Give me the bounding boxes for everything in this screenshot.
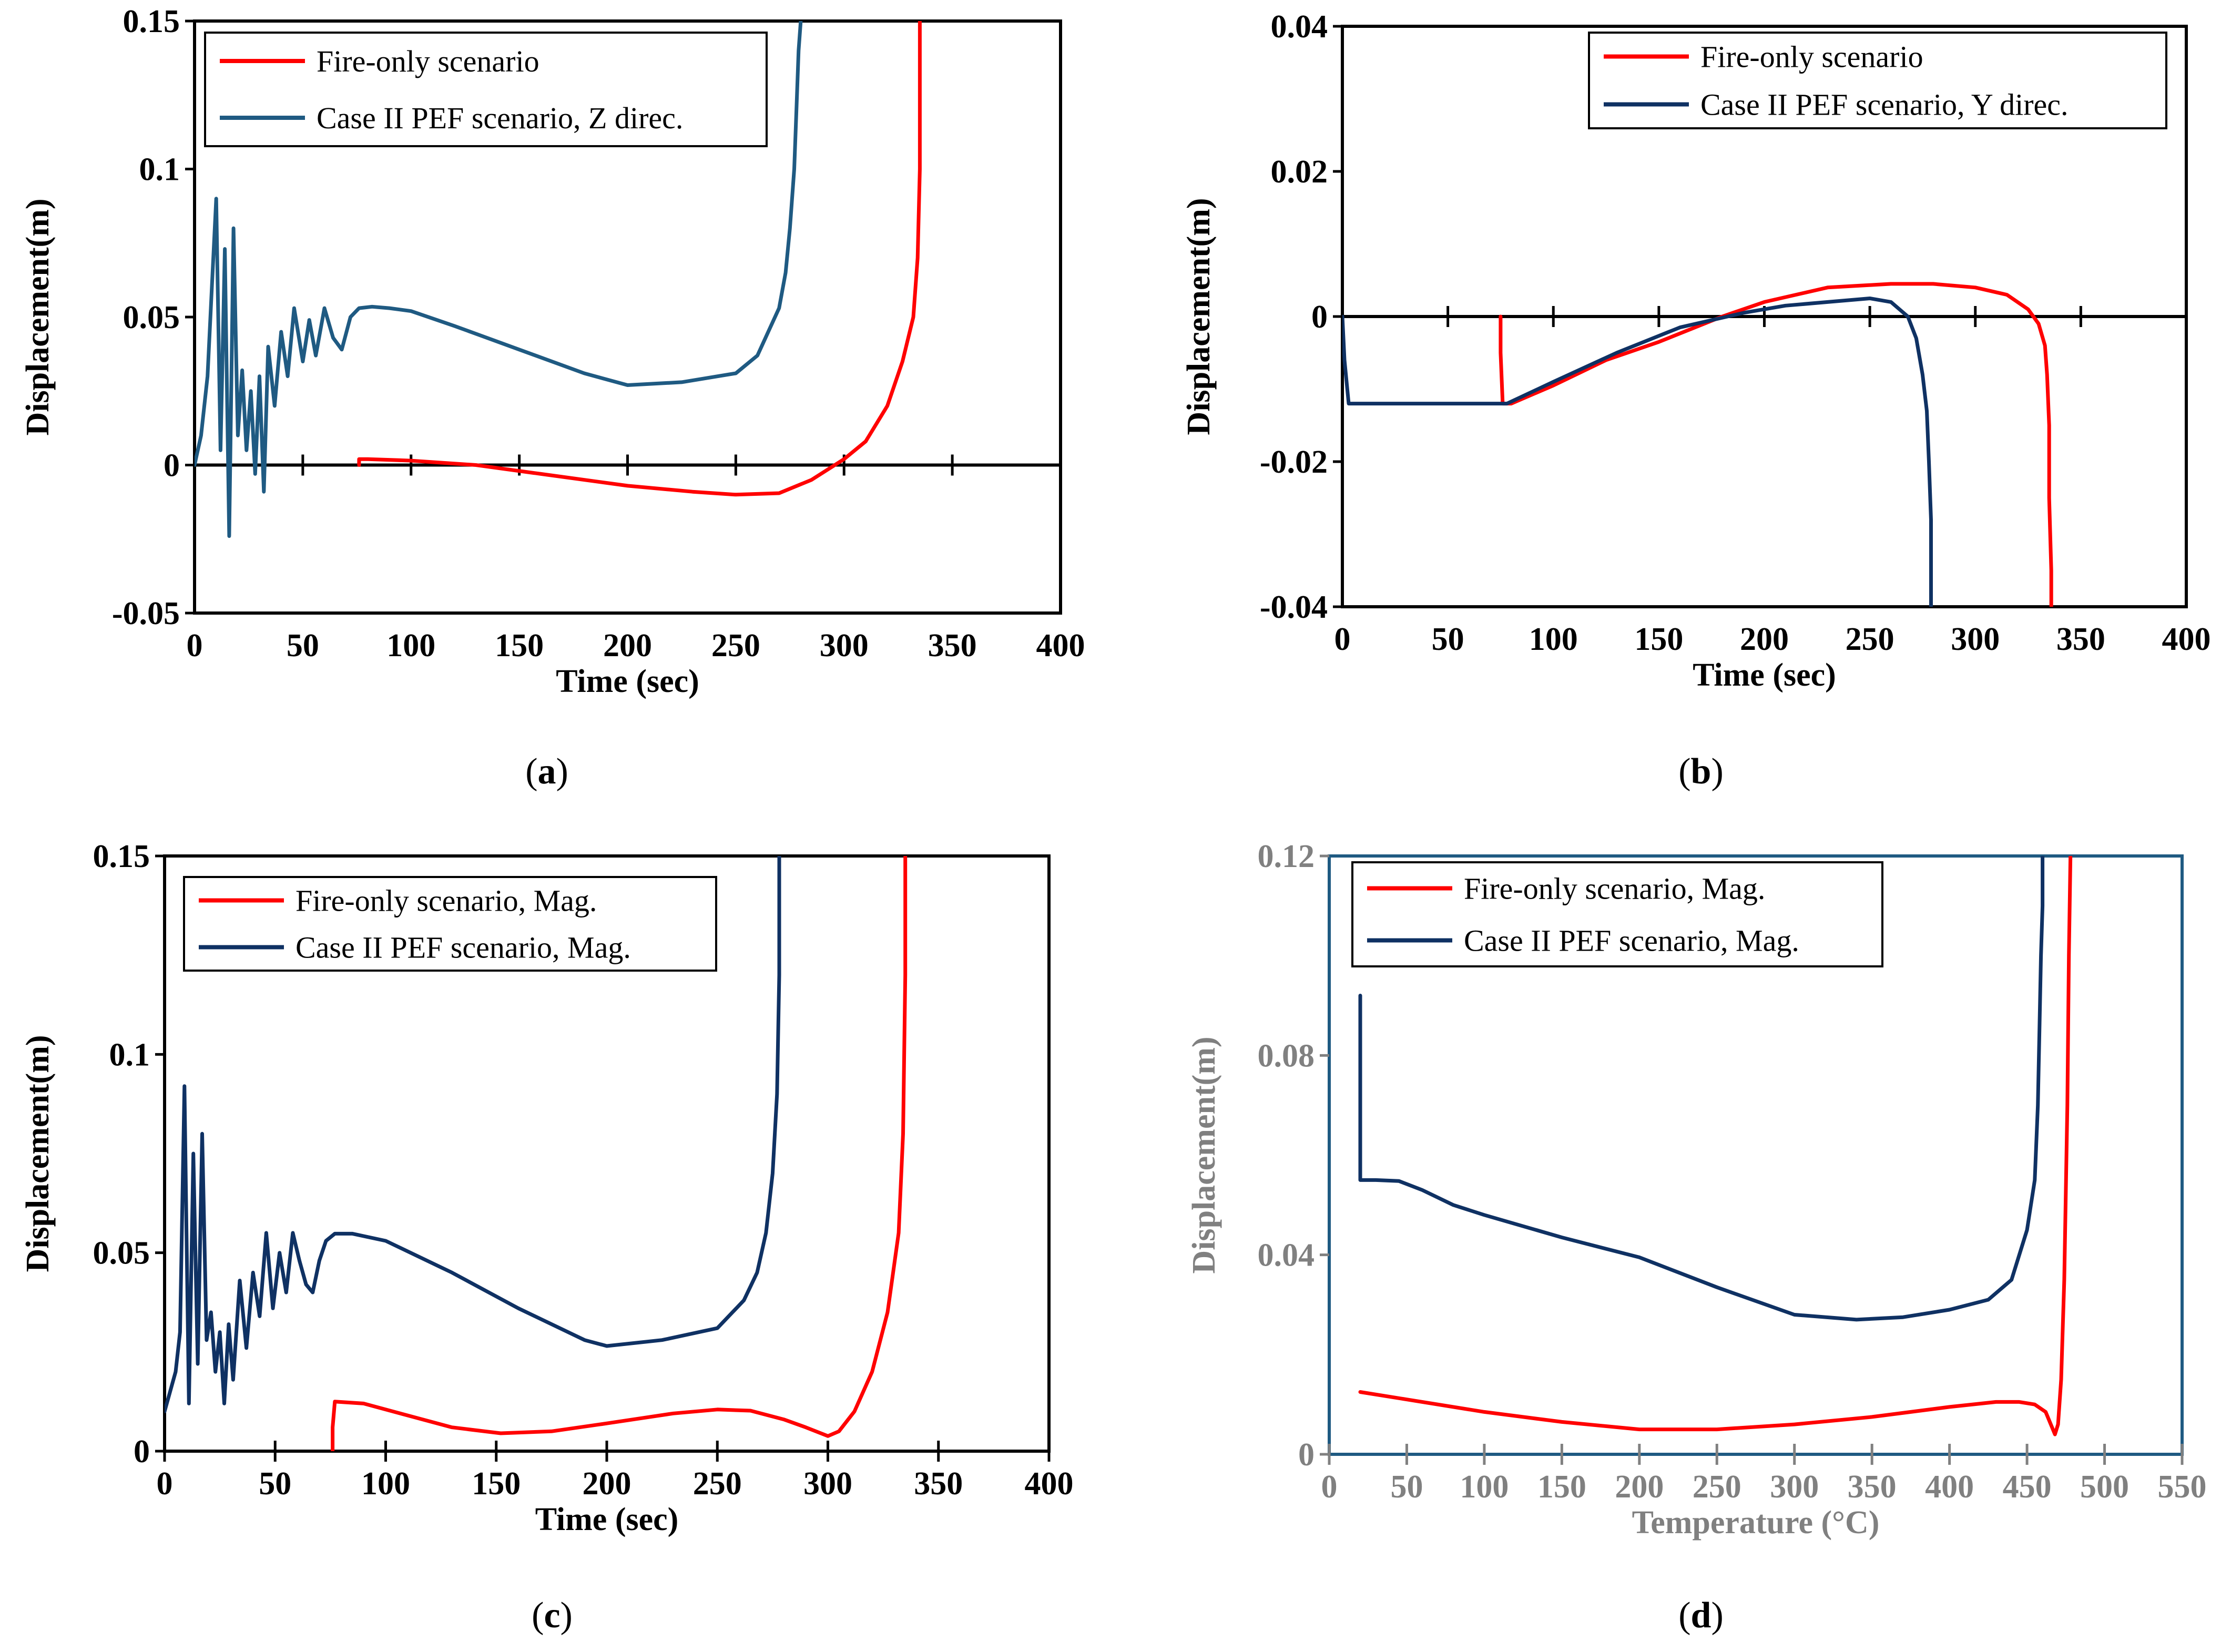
series-line-fire-only [331, 856, 908, 1451]
y-tick-label: 0.15 [93, 839, 150, 874]
chart-panel-d: 0 50 100 150 200 250 300 350 400 450 500 550 0 0.04 0.… [1186, 839, 2207, 1636]
x-tick-label: 50 [259, 1466, 291, 1502]
x-tick-label: 400 [1036, 628, 1085, 664]
x-tick-label: 250 [1693, 1469, 1741, 1505]
x-axis-title: Time (sec) [1693, 657, 1836, 693]
panel-caption: (b) [1678, 751, 1724, 792]
x-tick-label: 500 [2080, 1469, 2129, 1505]
series-line-case-ii-pef [195, 21, 803, 538]
x-tick-label: 350 [1848, 1469, 1897, 1505]
series-line-fire-only [1358, 856, 2073, 1436]
x-tick-label: 250 [711, 628, 760, 664]
series-line-case-ii-pef [1358, 856, 2045, 1322]
y-tick-label: 0.08 [1258, 1038, 1315, 1074]
x-tick-label: 300 [803, 1466, 852, 1502]
y-axis-title: Displacement(m) [1181, 198, 1217, 435]
legend-label: Case II PEF scenario, Z direc. [317, 101, 683, 135]
y-tick-label: 0.1 [139, 152, 180, 188]
x-tick-label: 150 [495, 628, 544, 664]
y-tick-label: 0.02 [1271, 154, 1328, 190]
x-tick-label: 0 [187, 628, 203, 664]
x-tick-label: 250 [693, 1466, 742, 1502]
legend-box [204, 32, 768, 147]
x-tick-label: 50 [1390, 1469, 1423, 1505]
legend: Fire-only scenario Case II PEF scenario, … [1588, 32, 2167, 129]
y-tick-label: 0.05 [123, 300, 180, 335]
x-tick-label: 200 [1615, 1469, 1664, 1505]
y-tick-label: 0 [1311, 299, 1328, 335]
y-tick-label: 0.12 [1258, 839, 1315, 874]
legend-label: Fire-only scenario [317, 44, 539, 78]
x-tick-label: 300 [1770, 1469, 1819, 1505]
panel-caption: (c) [532, 1595, 573, 1636]
legend-box [183, 876, 717, 972]
chart-panel-a: 0 50 100 150 200 250 300 350 400-0.0500.050.10.1… [20, 4, 1085, 792]
y-tick-label: 0.15 [123, 4, 180, 39]
x-tick-label: 200 [1740, 621, 1789, 657]
legend-box [1588, 32, 2167, 129]
x-tick-label: 200 [583, 1466, 631, 1502]
x-tick-label: 150 [1634, 621, 1683, 657]
x-tick-label: 0 [1334, 621, 1351, 657]
x-axis-title: Time (sec) [535, 1502, 679, 1537]
y-axis-title: Displacement(m) [20, 1035, 56, 1272]
series-line-fire-only [1499, 282, 2053, 607]
x-tick-label: 0 [157, 1466, 173, 1502]
x-tick-label: 200 [603, 628, 652, 664]
y-axis-title: Displacement(m) [1186, 1036, 1222, 1273]
x-tick-label: 150 [472, 1466, 521, 1502]
x-tick-label: 250 [1846, 621, 1894, 657]
x-tick-label: 50 [287, 628, 319, 664]
y-tick-label: 0 [134, 1434, 150, 1470]
x-tick-label: 400 [1925, 1469, 1974, 1505]
x-tick-label: 100 [361, 1466, 410, 1502]
x-tick-label: 550 [2158, 1469, 2207, 1505]
x-axis-title: Temperature (°C) [1632, 1505, 1880, 1541]
legend-label: Fire-only scenario, Mag. [296, 884, 597, 918]
legend-label: Fire-only scenario, Mag. [1464, 872, 1765, 906]
legend-label: Case II PEF scenario, Y direc. [1700, 88, 2069, 122]
x-tick-label: 300 [820, 628, 869, 664]
legend: Fire-only scenario, Mag. Case II PEF scen… [183, 876, 717, 972]
panel-caption: (d) [1678, 1595, 1724, 1636]
y-tick-label: 0.1 [109, 1037, 150, 1073]
x-tick-label: 150 [1537, 1469, 1586, 1505]
series-line-case-ii-pef [165, 856, 781, 1413]
legend-label: Case II PEF scenario, Mag. [1464, 924, 1799, 958]
x-tick-label: 50 [1432, 621, 1464, 657]
y-tick-label: -0.04 [1260, 589, 1328, 625]
y-tick-label: 0 [164, 448, 180, 484]
x-tick-label: 400 [2162, 621, 2211, 657]
legend: Fire-only scenario Case II PEF scenario, … [204, 32, 768, 147]
x-tick-label: 450 [2003, 1469, 2052, 1505]
y-tick-label: 0 [1298, 1437, 1315, 1473]
plot-frame [1328, 854, 2184, 1456]
series-line-fire-only [357, 21, 922, 497]
x-axis-title: Time (sec) [556, 664, 699, 699]
y-tick-label: -0.05 [112, 596, 180, 631]
x-tick-label: 300 [1951, 621, 2000, 657]
x-tick-label: 100 [1460, 1469, 1509, 1505]
legend-label: Case II PEF scenario, Mag. [296, 931, 631, 965]
y-tick-label: 0.04 [1258, 1238, 1315, 1273]
x-tick-label: 100 [1529, 621, 1578, 657]
legend: Fire-only scenario, Mag. Case II PEF scen… [1351, 861, 1883, 967]
x-tick-label: 0 [1321, 1469, 1338, 1505]
y-tick-label: 0.04 [1271, 9, 1328, 45]
panel-caption: (a) [525, 751, 568, 792]
x-tick-label: 350 [2056, 621, 2105, 657]
legend-box [1351, 861, 1883, 967]
y-tick-label: 0.05 [93, 1236, 150, 1271]
y-tick-label: -0.02 [1260, 444, 1328, 480]
x-tick-label: 400 [1025, 1466, 1074, 1502]
chart-panel-c: 0 50 100 150 200 250 300 350 400 0 0.05 0.1 0.15 Time… [20, 839, 1074, 1636]
chart-panel-b: 0 50 100 150 200 250 300 350 400 -0.04 -0.02 0 0.02 0… [1181, 9, 2211, 792]
x-tick-label: 350 [914, 1466, 963, 1502]
legend-label: Fire-only scenario [1700, 40, 1923, 74]
x-tick-label: 350 [928, 628, 977, 664]
series-line-case-ii-pef [1342, 297, 1933, 607]
x-tick-label: 100 [386, 628, 435, 664]
y-axis-title: Displacement(m) [20, 198, 56, 435]
